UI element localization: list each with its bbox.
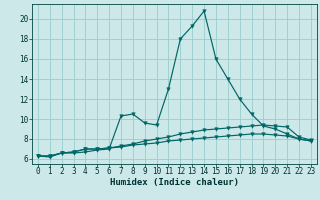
X-axis label: Humidex (Indice chaleur): Humidex (Indice chaleur) — [110, 178, 239, 187]
